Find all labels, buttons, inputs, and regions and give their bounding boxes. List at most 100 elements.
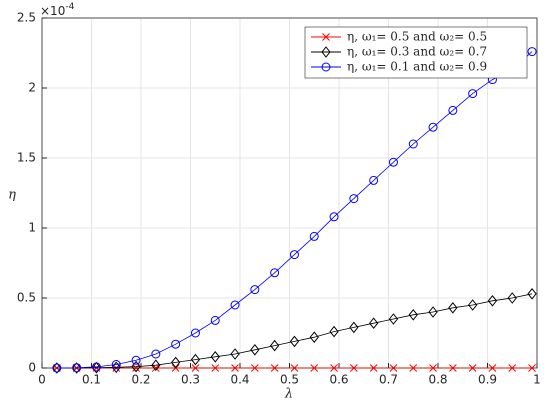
marker [389, 364, 398, 372]
y-tick-label: 2 [28, 81, 36, 95]
marker [408, 308, 418, 321]
marker [428, 306, 438, 318]
marker [250, 343, 260, 356]
marker [151, 359, 161, 372]
marker [171, 356, 181, 369]
marker [211, 364, 220, 372]
x-tick-label: 0.6 [329, 373, 348, 387]
marker [230, 300, 240, 310]
marker [190, 353, 201, 366]
marker [329, 212, 339, 222]
marker [151, 349, 161, 359]
marker [448, 364, 457, 372]
marker [250, 285, 260, 295]
marker [408, 139, 418, 149]
marker [448, 301, 458, 314]
x-tick-label: 0.2 [131, 373, 150, 387]
marker [270, 364, 279, 372]
marker [488, 364, 497, 372]
marker [91, 361, 102, 374]
marker [289, 335, 300, 348]
marker [468, 299, 478, 311]
marker [52, 362, 62, 374]
marker [310, 364, 319, 372]
marker [111, 361, 121, 374]
x-tick-label: 0.5 [280, 373, 299, 387]
legend-label: η, ω₁= 0.1 and ω₂= 0.9 [347, 60, 487, 74]
marker [72, 363, 82, 373]
marker [210, 315, 220, 325]
y-exponent-base: ×10 [40, 4, 65, 18]
marker [528, 364, 536, 372]
marker [190, 328, 200, 338]
y-axis-label: η [8, 188, 16, 203]
x-axis-label: λ [284, 387, 293, 402]
marker [270, 268, 280, 278]
marker [250, 364, 259, 372]
marker [388, 313, 399, 325]
marker [52, 363, 62, 373]
y-tick-label: 0 [28, 361, 36, 375]
marker [349, 364, 358, 372]
legend-label: η, ω₁= 0.5 and ω₂= 0.5 [347, 30, 487, 44]
marker [527, 287, 537, 300]
marker [131, 360, 141, 373]
y-exponent-power: -4 [65, 2, 74, 12]
x-tick-label: 0.8 [428, 373, 447, 387]
x-tick-label: 0.7 [379, 373, 398, 387]
marker [429, 364, 437, 372]
marker [72, 362, 82, 374]
marker [289, 250, 299, 260]
y-tick-label: 1 [28, 221, 36, 235]
marker [349, 194, 359, 204]
marker [231, 364, 239, 372]
marker [132, 364, 140, 372]
marker [388, 157, 398, 167]
marker [508, 364, 517, 372]
marker [527, 47, 537, 57]
marker [321, 62, 331, 72]
marker [171, 339, 181, 349]
x-tick-label: 1 [533, 373, 541, 387]
x-tick-label: 0.1 [82, 373, 101, 387]
x-tick-label: 0 [38, 373, 46, 387]
x-tick-label: 0.4 [230, 373, 249, 387]
legend-box [304, 26, 528, 79]
marker [448, 105, 458, 115]
marker [330, 364, 338, 372]
series-line [56, 293, 533, 369]
marker [290, 364, 299, 372]
marker [468, 89, 478, 99]
marker [369, 175, 379, 185]
marker [111, 360, 121, 369]
marker [191, 364, 200, 372]
series-line [56, 51, 533, 369]
marker [349, 321, 359, 334]
y-exponent: ×10-4 [40, 2, 75, 18]
x-tick-label: 0.3 [181, 373, 200, 387]
marker [91, 362, 101, 372]
legend-label: η, ω₁= 0.3 and ω₂= 0.7 [347, 45, 487, 59]
y-tick-label: 1.5 [17, 151, 36, 165]
marker [309, 231, 319, 241]
marker [468, 364, 477, 372]
marker [230, 348, 240, 360]
marker [210, 350, 220, 363]
marker [487, 294, 498, 307]
marker [369, 317, 379, 330]
marker [329, 325, 339, 338]
marker [428, 122, 438, 132]
marker [322, 33, 330, 41]
marker [369, 364, 378, 372]
x-tick-label: 0.9 [478, 373, 497, 387]
marker [409, 364, 418, 372]
marker [309, 331, 319, 344]
marker [321, 46, 331, 58]
marker [507, 292, 517, 304]
y-tick-label: 0.5 [17, 291, 36, 305]
y-tick-label: 2.5 [17, 11, 36, 25]
marker [131, 355, 141, 365]
marker [270, 339, 280, 352]
